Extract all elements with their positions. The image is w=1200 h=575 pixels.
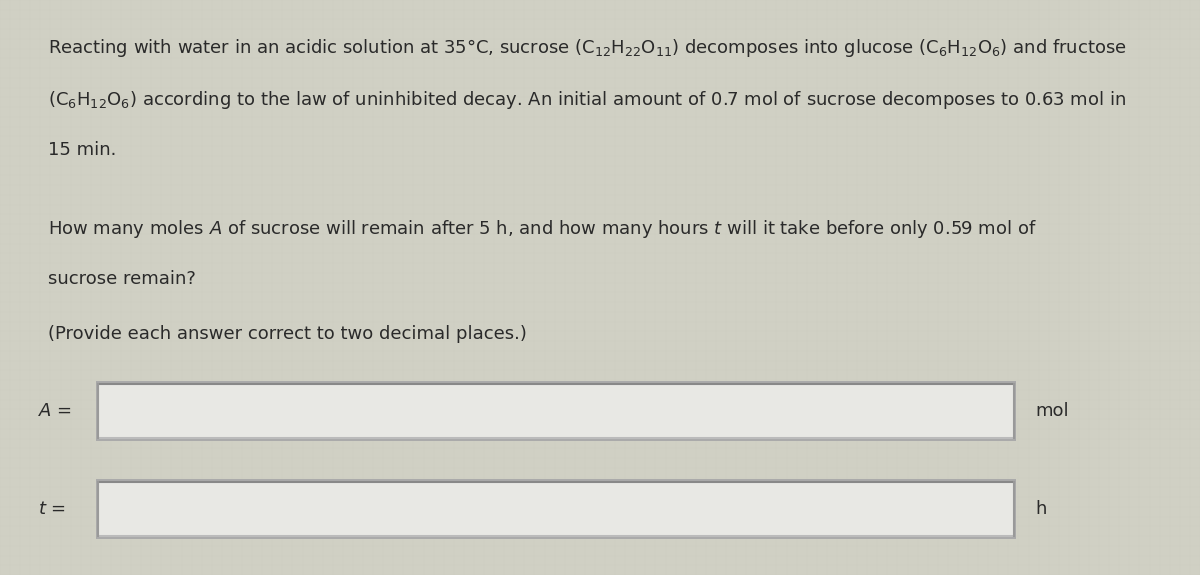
Text: mol: mol <box>1036 402 1069 420</box>
Text: How many moles $A$ of sucrose will remain after 5 h, and how many hours $t$ will: How many moles $A$ of sucrose will remai… <box>48 218 1037 240</box>
Text: sucrose remain?: sucrose remain? <box>48 270 196 288</box>
Text: Reacting with water in an acidic solution at 35°C, sucrose (C$_{12}$H$_{22}$O$_{: Reacting with water in an acidic solutio… <box>48 37 1127 59</box>
Text: h: h <box>1036 500 1046 518</box>
FancyBboxPatch shape <box>98 482 1014 536</box>
Text: (Provide each answer correct to two decimal places.): (Provide each answer correct to two deci… <box>48 325 527 343</box>
FancyBboxPatch shape <box>96 478 1016 539</box>
Text: (C$_6$H$_{12}$O$_6$) according to the law of uninhibited decay. An initial amoun: (C$_6$H$_{12}$O$_6$) according to the la… <box>48 89 1126 111</box>
Text: 15 min.: 15 min. <box>48 141 116 159</box>
FancyBboxPatch shape <box>96 381 1016 442</box>
Text: $A$ =: $A$ = <box>38 402 72 420</box>
Text: $t$ =: $t$ = <box>38 500 66 518</box>
FancyBboxPatch shape <box>98 384 1014 438</box>
